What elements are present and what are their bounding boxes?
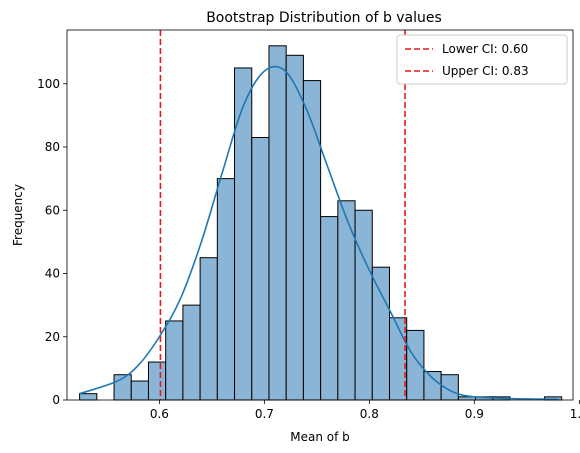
histogram-bar <box>148 362 165 400</box>
legend: Lower CI: 0.60 Upper CI: 0.83 <box>397 35 567 84</box>
x-axis-ticks: 0.6 0.7 0.8 0.9 1.0 <box>150 400 580 421</box>
y-axis-title: Frequency <box>11 184 25 246</box>
chart-title: Bootstrap Distribution of b values <box>206 10 442 26</box>
histogram-bar <box>80 394 97 400</box>
y-tick-label: 20 <box>45 330 60 344</box>
histogram-bar <box>321 217 338 400</box>
histogram-bar <box>217 179 234 400</box>
histogram-bar <box>131 381 148 400</box>
histogram-bar <box>286 55 303 400</box>
histogram-bar <box>372 267 389 400</box>
histogram-bar <box>389 318 406 400</box>
y-tick-label: 60 <box>45 203 60 217</box>
y-tick-label: 100 <box>37 77 60 91</box>
histogram-bar <box>200 258 217 400</box>
x-tick-label: 0.7 <box>255 407 274 421</box>
x-tick-label: 0.9 <box>465 407 484 421</box>
x-axis-title: Mean of b <box>290 430 350 444</box>
histogram-bar <box>235 68 252 400</box>
histogram-bar <box>303 81 320 400</box>
legend-upper-ci-label: Upper CI: 0.83 <box>442 64 529 78</box>
y-tick-label: 40 <box>45 267 60 281</box>
histogram-bar <box>355 210 372 400</box>
histogram-bar <box>166 321 183 400</box>
histogram-bar <box>269 46 286 400</box>
legend-lower-ci-label: Lower CI: 0.60 <box>442 42 528 56</box>
histogram-bar <box>338 201 355 400</box>
histogram-bar <box>424 372 441 400</box>
y-tick-label: 0 <box>52 393 60 407</box>
y-axis-ticks: 0 20 40 60 80 100 <box>37 77 67 407</box>
histogram-bar <box>183 305 200 400</box>
x-tick-label: 0.6 <box>150 407 169 421</box>
histogram-bar <box>252 138 269 400</box>
y-tick-label: 80 <box>45 140 60 154</box>
x-tick-label: 0.8 <box>360 407 379 421</box>
x-tick-label: 1.0 <box>570 407 580 421</box>
